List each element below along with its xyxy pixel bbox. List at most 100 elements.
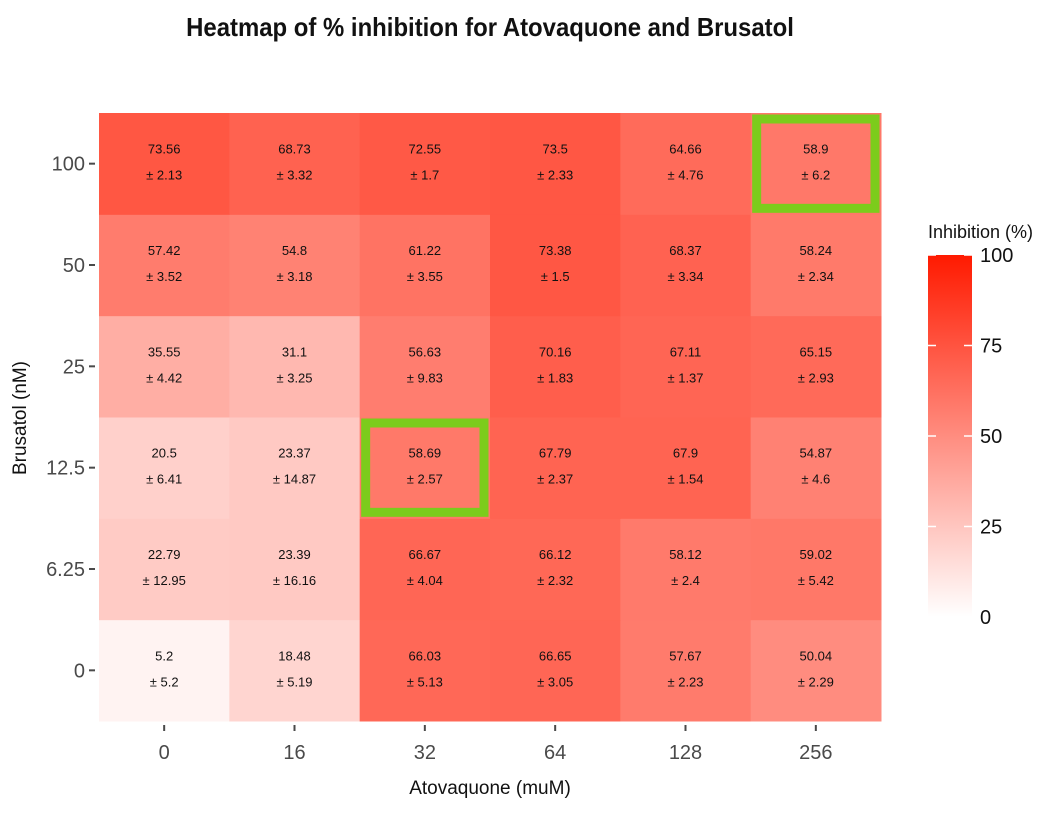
highlight-boxes [361, 114, 880, 517]
heatmap-cell [750, 417, 882, 519]
x-tick-label: 256 [799, 742, 832, 764]
x-axis: 0 16 32 64 128 256 [159, 725, 833, 764]
cell-error-label: ± 2.23 [667, 674, 703, 689]
heatmap-cell [490, 315, 621, 418]
legend-tick-label: 25 [980, 517, 1002, 539]
cell-value-label: 65.15 [800, 344, 833, 359]
cell-error-label: ± 3.32 [276, 168, 312, 183]
cell-error-label: ± 1.5 [541, 269, 570, 284]
cell-error-label: ± 16.16 [273, 573, 316, 588]
cell-value-label: 61.22 [409, 243, 442, 258]
heatmap-cell [99, 214, 230, 317]
y-tick-label: 25 [63, 356, 85, 378]
cell-value-label: 67.9 [673, 446, 698, 461]
cell-value-label: 54.8 [282, 243, 307, 258]
cell-error-label: ± 6.2 [801, 168, 830, 183]
cell-error-label: ± 1.7 [410, 168, 439, 183]
cell-value-label: 54.87 [800, 446, 833, 461]
heatmap-cell [229, 417, 361, 519]
cell-value-label: 5.2 [155, 648, 173, 663]
y-axis-title: Brusatol (nM) [10, 361, 31, 475]
y-tick-label: 50 [63, 255, 85, 277]
heatmap-cell [359, 214, 491, 317]
cell-value-label: 23.39 [278, 547, 311, 562]
cell-value-label: 67.79 [539, 446, 572, 461]
cell-value-label: 64.66 [669, 142, 702, 157]
chart-title: Heatmap of % inhibition for Atovaquone a… [186, 12, 794, 42]
cell-error-label: ± 4.42 [146, 370, 182, 385]
cell-value-label: 73.38 [539, 243, 572, 258]
cell-error-label: ± 9.83 [407, 370, 443, 385]
heatmap-cell [750, 113, 882, 215]
heatmap-cell [359, 518, 491, 621]
cell-error-label: ± 2.34 [798, 269, 834, 284]
cell-value-label: 59.02 [800, 547, 833, 562]
cell-error-label: ± 4.76 [667, 168, 703, 183]
heatmap-cell [229, 619, 361, 722]
cell-error-label: ± 3.05 [537, 674, 573, 689]
cell-error-label: ± 4.6 [801, 472, 830, 487]
cell-value-label: 66.03 [409, 648, 442, 663]
heatmap-cell [229, 113, 361, 215]
cell-value-label: 58.69 [409, 446, 442, 461]
cell-error-label: ± 2.93 [798, 370, 834, 385]
y-tick-label: 6.25 [46, 559, 85, 581]
heatmap-cell [620, 417, 752, 519]
legend-tick-label: 50 [980, 426, 1002, 448]
heatmap-cell [620, 113, 752, 215]
heatmap-cell [620, 619, 752, 722]
y-tick-label: 100 [52, 154, 85, 176]
cell-error-label: ± 1.83 [537, 370, 573, 385]
x-tick-label: 64 [544, 742, 566, 764]
heatmap-cell [490, 619, 621, 722]
heatmap-cell [359, 315, 491, 418]
heatmap-cell [99, 417, 230, 519]
cell-value-label: 20.5 [152, 446, 177, 461]
heatmap-cell [490, 214, 621, 317]
cell-value-label: 23.37 [278, 446, 311, 461]
heatmap-cell [99, 315, 230, 418]
cell-value-label: 66.67 [409, 547, 442, 562]
cell-error-label: ± 2.57 [407, 472, 443, 487]
cell-error-label: ± 1.37 [667, 370, 703, 385]
cell-value-label: 22.79 [148, 547, 181, 562]
cell-value-label: 58.12 [669, 547, 702, 562]
cell-value-label: 68.73 [278, 142, 311, 157]
cell-value-label: 67.11 [670, 344, 702, 359]
legend-tick-label: 0 [980, 607, 991, 629]
cell-value-label: 18.48 [278, 648, 311, 663]
cell-error-label: ± 3.52 [146, 269, 182, 284]
x-tick-label: 0 [159, 742, 170, 764]
y-tick-label: 12.5 [46, 458, 85, 480]
y-axis: 0 6.25 12.5 25 50 100 [46, 154, 95, 682]
heatmap-cell [620, 518, 752, 621]
cell-value-label: 73.56 [148, 142, 181, 157]
cell-error-label: ± 3.55 [407, 269, 443, 284]
heatmap-cell [750, 214, 882, 317]
x-tick-label: 16 [283, 742, 305, 764]
heatmap-cell [99, 518, 230, 621]
color-legend: Inhibition (%) 100 75 50 25 0 [928, 222, 1033, 629]
heatmap-cell [750, 518, 882, 621]
cell-value-label: 57.42 [148, 243, 181, 258]
x-tick-label: 128 [669, 742, 702, 764]
y-tick-label: 0 [74, 660, 85, 682]
heatmap-cell [229, 518, 361, 621]
cell-error-label: ± 5.2 [150, 674, 179, 689]
cell-value-label: 50.04 [800, 648, 833, 663]
cell-error-label: ± 2.13 [146, 168, 182, 183]
cell-error-label: ± 2.32 [537, 573, 573, 588]
heatmap-cell [490, 417, 621, 519]
cell-value-label: 58.9 [803, 142, 828, 157]
cell-value-label: 57.67 [669, 648, 702, 663]
cell-error-label: ± 5.19 [276, 674, 312, 689]
legend-tick-label: 75 [980, 336, 1002, 358]
heatmap-cell [620, 315, 752, 418]
cell-value-label: 73.5 [543, 142, 568, 157]
cell-error-label: ± 3.25 [276, 370, 312, 385]
heatmap-cell [99, 113, 230, 215]
cell-value-label: 58.24 [800, 243, 833, 258]
highlight-box [361, 418, 489, 517]
cell-error-label: ± 2.4 [671, 573, 700, 588]
cell-error-label: ± 12.95 [143, 573, 186, 588]
